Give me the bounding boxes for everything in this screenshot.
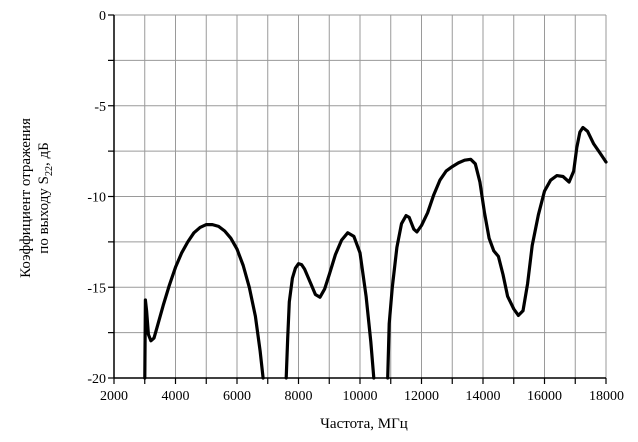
y-axis-title-suffix: , дБ bbox=[36, 142, 52, 166]
y-tick-label: -15 bbox=[87, 281, 106, 296]
x-tick-label: 10000 bbox=[343, 389, 378, 404]
y-tick-label: -20 bbox=[87, 372, 106, 387]
x-tick-label: 16000 bbox=[527, 389, 562, 404]
x-tick-label: 2000 bbox=[100, 389, 128, 404]
x-tick-label: 4000 bbox=[162, 389, 190, 404]
grid bbox=[113, 14, 607, 379]
series-line-segment bbox=[143, 223, 265, 380]
y-tick-label: -5 bbox=[94, 100, 106, 115]
y-axis-title-line2: по выходу S22, дБ bbox=[36, 142, 55, 253]
x-tick-label: 14000 bbox=[466, 389, 501, 404]
x-tick-label: 12000 bbox=[404, 389, 439, 404]
y-tick-label: 0 bbox=[99, 9, 106, 24]
x-axis-ticks: 2000 4000 6000 8000 10000 12000 14000 16000 1800… bbox=[100, 378, 624, 404]
y-tick-label: -10 bbox=[87, 191, 106, 206]
series-line-segment bbox=[386, 125, 608, 380]
y-axis-ticks: 0 -5 -10 -15 -20 bbox=[87, 9, 114, 387]
y-axis-title: Коэффициент отражения по выходу S22, дБ bbox=[18, 118, 55, 278]
y-axis-title-subscript: 22 bbox=[44, 166, 55, 176]
x-axis-title: Частота, МГц bbox=[320, 416, 408, 432]
y-axis-title-prefix: по выходу S bbox=[36, 176, 52, 254]
y-axis-title-line1: Коэффициент отражения bbox=[18, 118, 34, 278]
x-tick-label: 18000 bbox=[589, 389, 624, 404]
series-group bbox=[143, 125, 608, 380]
x-tick-label: 6000 bbox=[223, 389, 251, 404]
x-tick-label: 8000 bbox=[285, 389, 313, 404]
series-line-segment bbox=[284, 231, 376, 380]
